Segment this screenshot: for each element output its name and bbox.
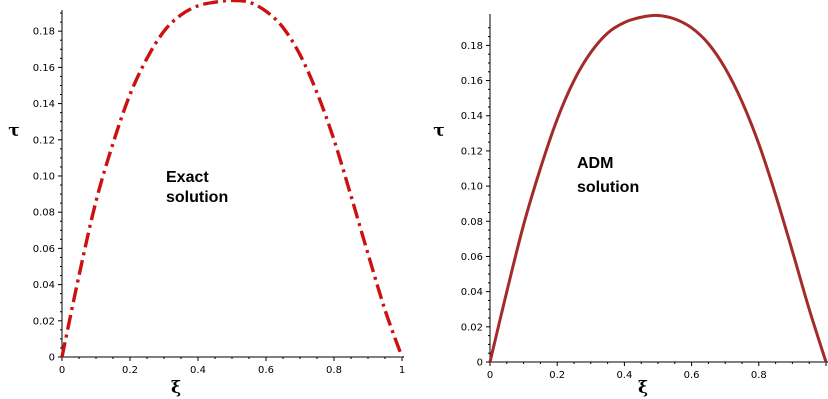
exact-y-tick-label: 0.04 (33, 280, 55, 291)
adm-solution-chart: 0 0.02 0.04 0.06 0.08 0.10 0.12 0.14 0.16 0.18 0 0.… (433, 13, 828, 398)
adm-x-tick-label: 0.2 (549, 370, 565, 381)
adm-y-tick-label: 0.10 (461, 182, 483, 193)
adm-y-tick-label: 0 (477, 358, 483, 369)
adm-y-axis-label: τ (433, 121, 444, 141)
exact-y-tick-label: 0.18 (33, 27, 55, 38)
adm-y-tick-label: 0.18 (461, 41, 483, 52)
exact-y-tick-label: 0.08 (33, 208, 55, 219)
exact-y-tick-label: 0.12 (33, 135, 55, 146)
exact-x-tick-label: 0.2 (122, 365, 138, 376)
exact-y-tick-label: 0.16 (33, 63, 55, 74)
exact-annotation-line: Exact (166, 169, 209, 186)
exact-y-axis-label: τ (8, 121, 19, 141)
adm-x-tick-label: 0.6 (684, 370, 700, 381)
exact-x-tick-label: 0 (59, 365, 65, 376)
exact-x-tick-label: 1 (399, 365, 405, 376)
adm-y-tick-label: 0.02 (461, 322, 483, 333)
exact-y-tick-label: 0.02 (33, 316, 55, 327)
adm-y-tick-label: 0.12 (461, 146, 483, 157)
adm-x-tick-label: 0 (487, 370, 493, 381)
exact-x-axis-label: ξ (171, 378, 181, 398)
adm-y-tick-label: 0.14 (461, 111, 483, 122)
adm-x-tick-label: 0.4 (616, 370, 632, 381)
adm-y-tick-label: 0.08 (461, 217, 483, 228)
adm-x-tick-label: 0.8 (751, 370, 767, 381)
exact-x-tick-label: 0.4 (190, 365, 206, 376)
exact-annotation-line: solution (166, 189, 228, 206)
exact-y-tick-label: 0.14 (33, 99, 55, 110)
adm-annotation-line: ADM (577, 155, 613, 172)
adm-y-tick-label: 0.06 (461, 252, 483, 263)
adm-x-axis-label: ξ (638, 378, 648, 398)
adm-y-tick-label: 0.16 (461, 76, 483, 87)
adm-y-tick-label: 0.04 (461, 287, 483, 298)
adm-annotation-line: solution (577, 179, 639, 196)
exact-y-tick-label: 0.10 (33, 171, 55, 182)
exact-solution-chart: 0 0.02 0.04 0.06 0.08 0.10 0.12 0.14 0.16 0.18 0 0.… (8, 0, 405, 398)
exact-x-tick-label: 0.8 (326, 365, 342, 376)
exact-x-tick-label: 0.6 (258, 365, 274, 376)
exact-y-tick-label: 0 (49, 353, 55, 364)
exact-y-tick-label: 0.06 (33, 244, 55, 255)
exact-series-line (60, 0, 404, 358)
adm-series-line (488, 13, 828, 363)
